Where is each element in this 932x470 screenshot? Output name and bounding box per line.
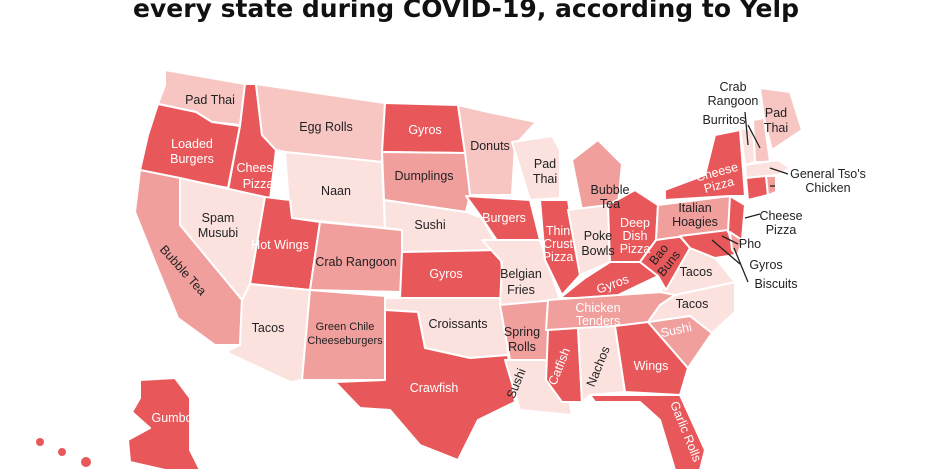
label-il: Thin bbox=[546, 224, 570, 238]
label-in: Bowls bbox=[581, 244, 614, 258]
state-tx bbox=[334, 309, 516, 461]
state-nc bbox=[647, 281, 736, 334]
label-ga: Wings bbox=[634, 359, 669, 373]
label-ma: General Tso's bbox=[790, 167, 866, 181]
label-nv: Spam bbox=[202, 211, 235, 225]
label-nj: Pizza bbox=[766, 223, 797, 237]
label-va: Tacos bbox=[680, 265, 713, 279]
state-al bbox=[577, 325, 626, 403]
label-me: Pad bbox=[765, 106, 787, 120]
label-md: Pho bbox=[739, 237, 761, 251]
callout-line-dc bbox=[711, 239, 741, 265]
label-oh: Dish bbox=[622, 229, 647, 243]
label-ar: Spring bbox=[504, 325, 540, 339]
label-mn: Donuts bbox=[470, 139, 510, 153]
label-oh: Deep bbox=[620, 216, 650, 230]
callout-line-de bbox=[733, 247, 749, 283]
label-mo: Fries bbox=[507, 283, 535, 297]
label-nj: Cheese bbox=[759, 209, 802, 223]
state-ny bbox=[664, 129, 746, 201]
state-labels: Pad Thai Loaded Burgers Cheese Pizza Egg… bbox=[152, 80, 866, 464]
label-or: Loaded bbox=[171, 137, 213, 151]
label-id: Pizza bbox=[243, 177, 274, 191]
callout-line-nh bbox=[747, 124, 761, 149]
state-ms bbox=[545, 327, 583, 403]
callout-line-nj bbox=[744, 213, 761, 219]
label-mi: Tea bbox=[600, 197, 620, 211]
label-pa: Italian bbox=[678, 201, 711, 215]
label-mo: Belgian bbox=[500, 267, 542, 281]
label-vt: Crab bbox=[719, 80, 746, 94]
label-sd: Dumplings bbox=[394, 169, 453, 183]
label-nm: Green Chile bbox=[316, 321, 375, 333]
label-ak: Gumbo bbox=[152, 411, 193, 425]
label-or: Burgers bbox=[170, 152, 214, 166]
label-ne: Sushi bbox=[414, 218, 445, 232]
label-sc: Sushi bbox=[659, 320, 693, 340]
label-nv: Musubi bbox=[198, 226, 238, 240]
state-fl bbox=[589, 394, 706, 470]
state-sd bbox=[381, 151, 471, 213]
label-ks: Gyros bbox=[429, 267, 462, 281]
state-ak bbox=[127, 377, 201, 470]
label-ia: Burgers bbox=[482, 211, 526, 225]
label-wi: Thai bbox=[533, 172, 557, 186]
state-ct bbox=[745, 175, 769, 201]
map-title: every state during COVID-19, according t… bbox=[133, 0, 799, 23]
state-md bbox=[679, 229, 736, 259]
state-ga bbox=[614, 321, 689, 396]
hawaii-island bbox=[36, 438, 44, 446]
label-in: Poke bbox=[584, 229, 613, 243]
label-ut: Hot Wings bbox=[251, 238, 309, 252]
state-ca bbox=[134, 169, 243, 346]
label-id: Cheese bbox=[236, 161, 279, 175]
label-tn: Tenders bbox=[576, 314, 620, 328]
label-az: Tacos bbox=[252, 321, 285, 335]
label-ar: Rolls bbox=[508, 340, 536, 354]
label-ma: Chicken bbox=[805, 181, 850, 195]
label-nh: Burritos bbox=[702, 113, 745, 127]
label-vt: Rangoon bbox=[708, 94, 759, 108]
label-tx: Crawfish bbox=[410, 381, 459, 395]
label-me: Thai bbox=[764, 121, 788, 135]
callout-line-vt bbox=[744, 111, 749, 146]
hawaii-island bbox=[58, 448, 66, 456]
state-shapes bbox=[36, 69, 803, 470]
label-wy: Naan bbox=[321, 184, 351, 198]
label-wa: Pad Thai bbox=[185, 93, 235, 107]
state-mi bbox=[571, 139, 623, 211]
label-il: Crust bbox=[543, 237, 573, 251]
label-co: Crab Rangoon bbox=[315, 255, 396, 269]
label-nd: Gyros bbox=[408, 123, 441, 137]
label-nc: Tacos bbox=[676, 297, 709, 311]
hawaii-island bbox=[81, 457, 91, 467]
callout-line-ma bbox=[769, 167, 789, 175]
callout-lines bbox=[711, 111, 789, 283]
label-ok: Croissants bbox=[428, 317, 487, 331]
label-il: Pizza bbox=[543, 250, 574, 264]
label-dc: Gyros bbox=[749, 258, 782, 272]
state-me bbox=[759, 87, 803, 151]
label-de: Biscuits bbox=[754, 277, 797, 291]
label-oh: Pizza bbox=[620, 242, 651, 256]
callout-line-md bbox=[721, 235, 739, 245]
label-tn: Chicken bbox=[575, 301, 620, 315]
label-nm: Cheeseburgers bbox=[307, 335, 383, 347]
label-pa: Hoagies bbox=[672, 215, 718, 229]
state-ma bbox=[744, 159, 791, 179]
label-wi: Pad bbox=[534, 157, 556, 171]
label-mt: Egg Rolls bbox=[299, 120, 353, 134]
label-mi: Bubble bbox=[591, 183, 630, 197]
state-wi bbox=[511, 135, 561, 201]
